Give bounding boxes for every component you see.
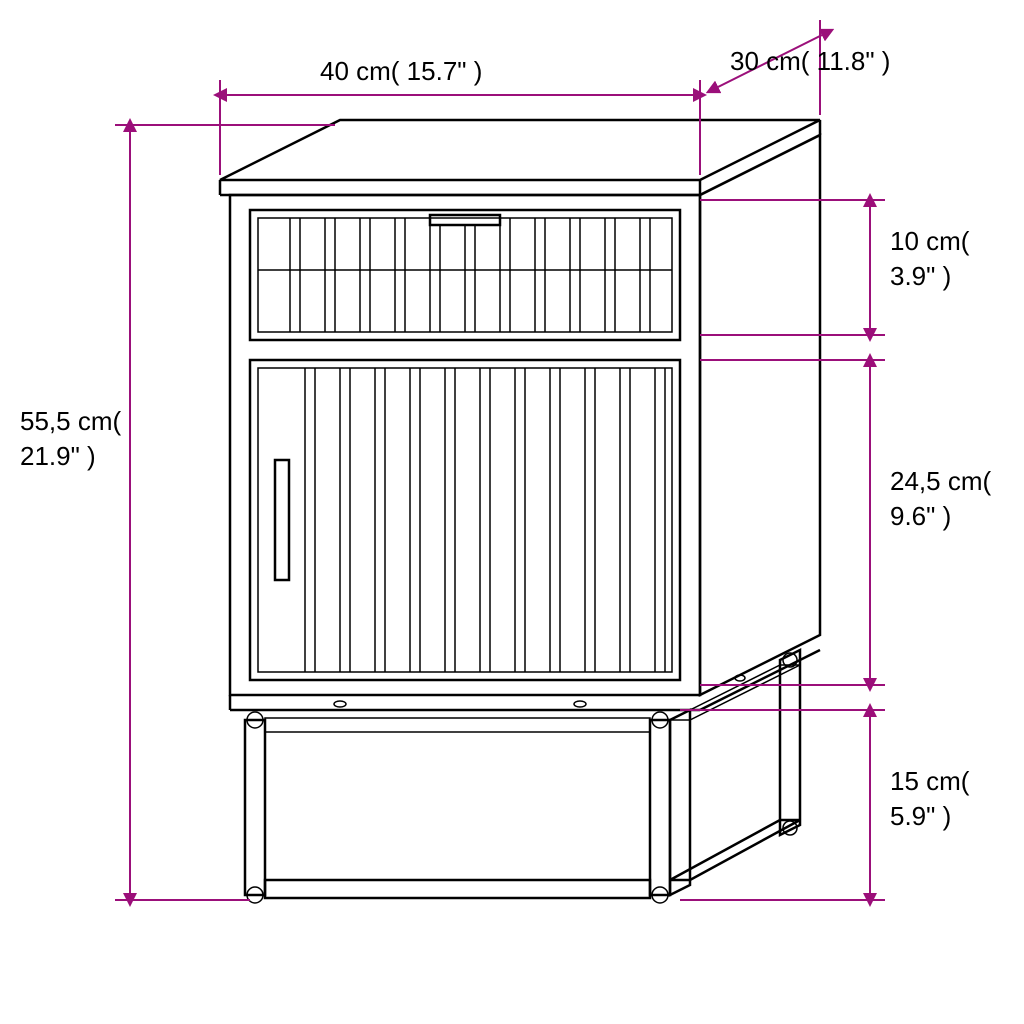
drawer-slats: [290, 218, 650, 332]
svg-text:21.9" ): 21.9" ): [20, 441, 96, 471]
furniture-dimension-diagram: 40 cm( 15.7" ) 30 cm( 11.8" ) 10 cm( 3.9…: [0, 0, 1024, 1024]
door-slats: [305, 368, 665, 672]
dim-width-label: 40 cm( 15.7" ): [320, 56, 482, 86]
dim-leg-label-2: 5.9" ): [890, 801, 951, 831]
dim-drawer-label-1: 10 cm(: [890, 226, 970, 256]
dim-leg-label-1: 15 cm(: [890, 766, 970, 796]
svg-text:55,5 cm(: 55,5 cm(: [20, 406, 121, 436]
dim-drawer-label-2: 3.9" ): [890, 261, 951, 291]
dim-door-label-1: 24,5 cm(: [890, 466, 991, 496]
dim-depth-label: 30 cm( 11.8" ): [730, 46, 890, 76]
dim-door-label-2: 9.6" ): [890, 501, 951, 531]
